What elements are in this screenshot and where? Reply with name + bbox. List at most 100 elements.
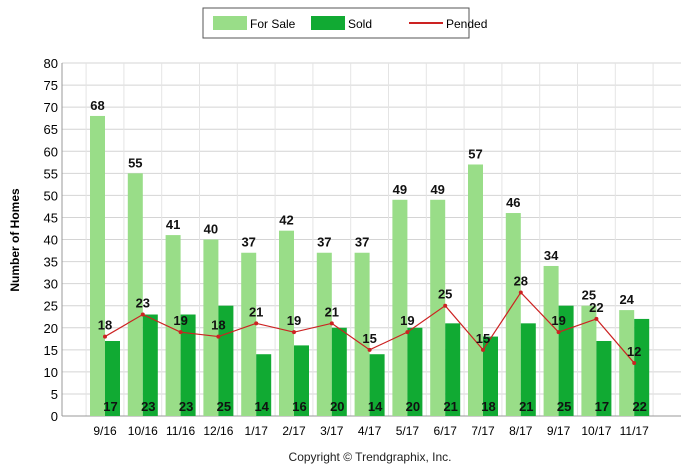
for-sale-bar bbox=[127, 173, 143, 416]
sold-bar bbox=[180, 314, 196, 416]
pended-value-label: 18 bbox=[211, 318, 225, 333]
y-tick-label: 10 bbox=[44, 365, 58, 380]
pended-value-label: 25 bbox=[438, 287, 452, 302]
sold-bar bbox=[256, 354, 272, 416]
sold-bar bbox=[558, 305, 574, 416]
bars bbox=[90, 115, 650, 416]
pended-value-label: 22 bbox=[589, 300, 603, 315]
x-tick-label: 1/17 bbox=[245, 424, 269, 438]
sold-value-label: 18 bbox=[481, 399, 495, 414]
pended-value-label: 15 bbox=[362, 331, 376, 346]
for-sale-value-label: 24 bbox=[619, 292, 634, 307]
for-sale-value-label: 68 bbox=[90, 98, 104, 113]
sold-value-label: 21 bbox=[519, 399, 533, 414]
for-sale-bar bbox=[241, 252, 257, 416]
y-tick-label: 65 bbox=[44, 122, 58, 137]
pended-point bbox=[481, 347, 485, 352]
x-tick-label: 5/17 bbox=[396, 424, 420, 438]
sold-bar bbox=[634, 318, 650, 416]
sold-value-label: 16 bbox=[292, 399, 306, 414]
pended-point bbox=[443, 303, 448, 308]
legend[interactable]: For Sale Sold Pended bbox=[202, 7, 487, 39]
for-sale-value-label: 37 bbox=[355, 235, 369, 250]
pended-value-label: 23 bbox=[136, 296, 150, 311]
for-sale-bar bbox=[430, 199, 446, 416]
y-tick-label: 15 bbox=[44, 343, 58, 358]
sold-legend-label: Sold bbox=[348, 17, 372, 31]
pended-point bbox=[216, 334, 221, 339]
for-sale-bar bbox=[392, 199, 408, 416]
x-tick-label: 2/17 bbox=[282, 424, 306, 438]
sold-value-label: 23 bbox=[179, 399, 193, 414]
sold-value-label: 20 bbox=[330, 399, 344, 414]
x-tick-label: 3/17 bbox=[320, 424, 344, 438]
y-tick-label: 35 bbox=[44, 255, 58, 270]
y-tick-label: 80 bbox=[44, 56, 58, 71]
pended-line bbox=[103, 290, 637, 366]
for-sale-bar bbox=[619, 310, 635, 416]
y-tick-label: 25 bbox=[44, 299, 58, 314]
y-tick-label: 70 bbox=[44, 100, 58, 115]
y-tick-label: 45 bbox=[44, 210, 58, 225]
y-tick-label: 60 bbox=[44, 144, 58, 159]
x-tick-label: 10/17 bbox=[581, 424, 611, 438]
data-labels: 68 55 41 40 37 42 37 37 49 49 57 46 34 25 24 18 23 19 18 21… bbox=[90, 98, 647, 414]
for-sale-value-label: 46 bbox=[506, 195, 520, 210]
x-tick-label: 7/17 bbox=[471, 424, 495, 438]
sold-value-label: 17 bbox=[595, 399, 609, 414]
pended-value-label: 18 bbox=[98, 318, 112, 333]
for-sale-value-label: 37 bbox=[241, 235, 255, 250]
for-sale-bar bbox=[90, 115, 105, 416]
for-sale-bar bbox=[581, 305, 597, 416]
for-sale-bar bbox=[468, 164, 483, 416]
for-sale-value-label: 40 bbox=[204, 222, 218, 237]
pended-value-label: 15 bbox=[476, 331, 490, 346]
for-sale-bar bbox=[505, 213, 521, 416]
pended-point bbox=[405, 330, 410, 335]
pended-point bbox=[140, 312, 145, 317]
pended-point bbox=[556, 330, 561, 335]
pended-value-label: 28 bbox=[514, 273, 528, 288]
x-tick-label: 11/17 bbox=[620, 424, 649, 438]
y-tick-label: 55 bbox=[44, 166, 58, 181]
x-tick-label: 11/16 bbox=[166, 424, 195, 438]
pended-point bbox=[632, 361, 637, 366]
sold-value-label: 25 bbox=[557, 399, 571, 414]
sold-bar bbox=[105, 340, 120, 416]
for-sale-bar bbox=[354, 252, 370, 416]
pended-point bbox=[518, 290, 523, 295]
y-tick-label: 75 bbox=[44, 78, 58, 93]
pended-point bbox=[292, 330, 296, 335]
for-sale-bar bbox=[316, 252, 332, 416]
pended-value-label: 19 bbox=[173, 313, 187, 328]
y-axis-label: Number of Homes bbox=[8, 188, 22, 292]
x-tick-label: 6/17 bbox=[434, 424, 458, 438]
for-sale-value-label: 49 bbox=[393, 182, 407, 197]
pended-value-label: 21 bbox=[249, 304, 263, 319]
sold-value-label: 14 bbox=[254, 399, 269, 414]
for-sale-value-label: 41 bbox=[166, 217, 180, 232]
for-sale-value-label: 25 bbox=[582, 288, 596, 303]
sold-value-label: 21 bbox=[443, 399, 457, 414]
pended-point bbox=[594, 316, 599, 321]
pended-value-label: 12 bbox=[627, 344, 641, 359]
for-sale-bar bbox=[203, 239, 219, 416]
x-tick-label: 4/17 bbox=[358, 424, 382, 438]
for-sale-legend-swatch bbox=[213, 16, 247, 30]
pended-value-label: 19 bbox=[400, 313, 414, 328]
pended-value-label: 19 bbox=[287, 313, 301, 328]
pended-value-label: 19 bbox=[551, 313, 565, 328]
sold-legend-swatch bbox=[311, 16, 345, 30]
x-tick-label: 9/16 bbox=[93, 424, 117, 438]
gridlines bbox=[62, 62, 681, 417]
for-sale-value-label: 55 bbox=[128, 155, 142, 170]
pended-point bbox=[329, 321, 334, 326]
x-tick-label: 12/16 bbox=[203, 424, 233, 438]
sold-bar bbox=[331, 327, 347, 416]
pended-point bbox=[178, 330, 183, 335]
pended-value-label: 21 bbox=[325, 304, 339, 319]
for-sale-value-label: 42 bbox=[279, 213, 293, 228]
sold-bar bbox=[294, 345, 309, 416]
